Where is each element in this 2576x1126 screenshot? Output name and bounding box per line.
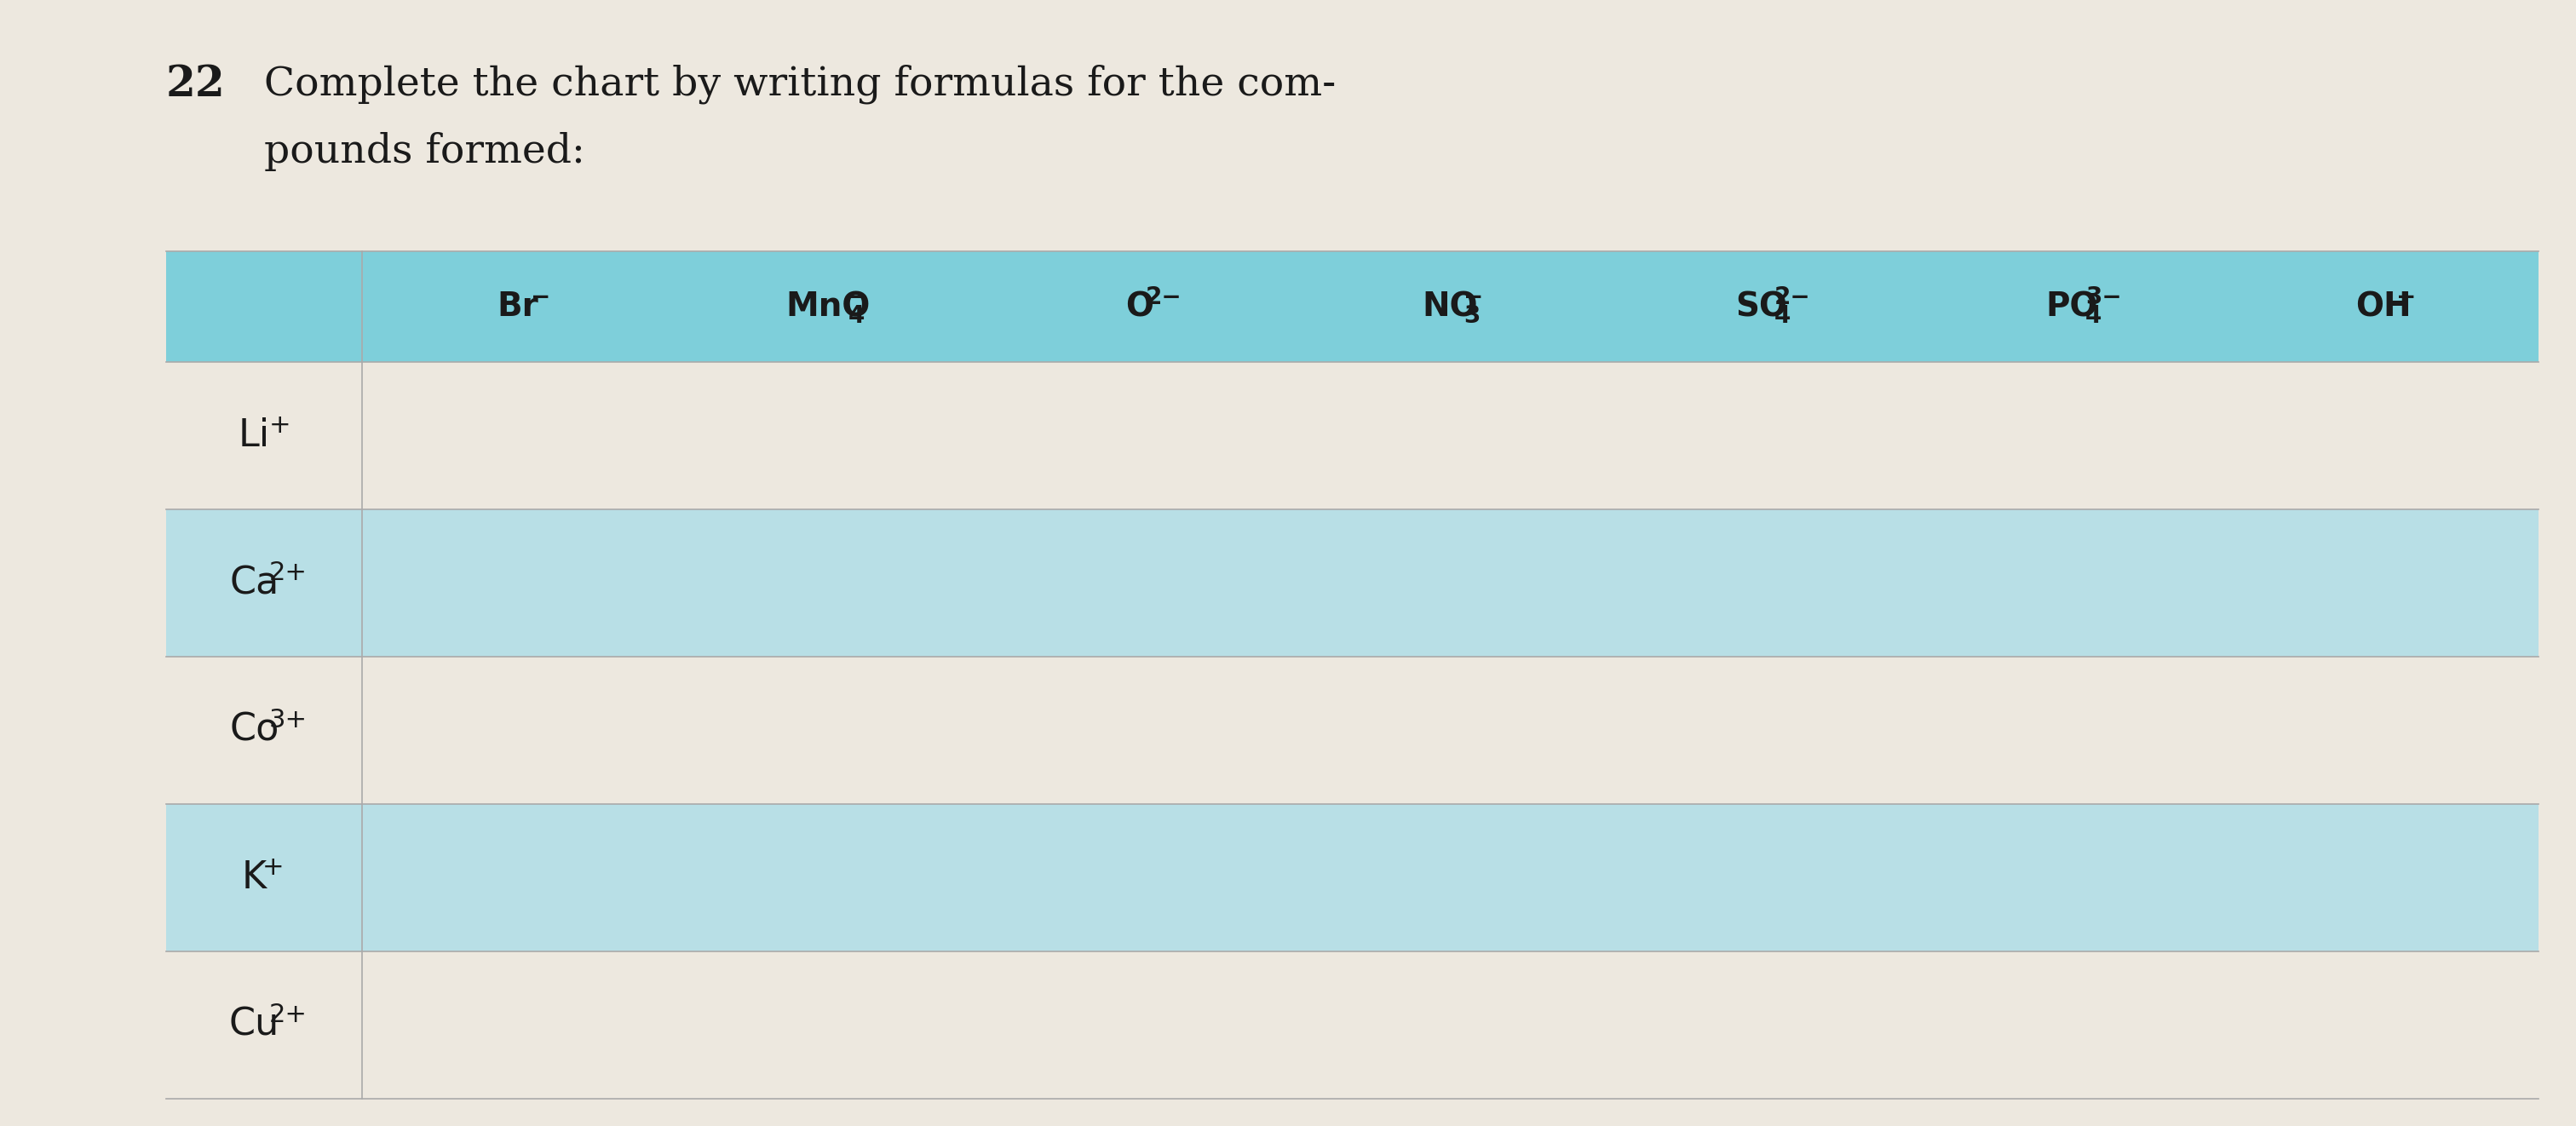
Text: Complete the chart by writing formulas for the com-: Complete the chart by writing formulas f… <box>265 64 1337 104</box>
Text: +: + <box>270 413 291 438</box>
Text: NO: NO <box>1422 291 1479 323</box>
Text: +: + <box>263 855 283 879</box>
Text: Li: Li <box>240 418 270 454</box>
Text: 3+: 3+ <box>270 708 307 732</box>
Text: 2−: 2− <box>1146 285 1182 310</box>
Text: 4: 4 <box>848 304 866 328</box>
Bar <box>165 951 2537 1099</box>
Text: PO: PO <box>2045 291 2099 323</box>
Text: 4: 4 <box>2084 304 2102 328</box>
Text: −: − <box>848 285 868 310</box>
Text: 2−: 2− <box>1775 285 1811 310</box>
Text: 3: 3 <box>1463 304 1479 328</box>
Text: OH: OH <box>2354 291 2411 323</box>
Text: 4: 4 <box>1775 304 1790 328</box>
Text: Ca: Ca <box>229 565 278 601</box>
Text: −: − <box>531 285 551 310</box>
Text: 3−: 3− <box>2084 285 2123 310</box>
Bar <box>165 251 2537 361</box>
Text: pounds formed:: pounds formed: <box>265 132 585 171</box>
Bar <box>165 509 2537 656</box>
Text: 2+: 2+ <box>270 1002 307 1027</box>
Text: −: − <box>1463 285 1484 310</box>
Text: SO: SO <box>1736 291 1788 323</box>
Text: K: K <box>242 859 268 896</box>
Text: Co: Co <box>229 712 278 749</box>
Text: Br: Br <box>497 291 538 323</box>
Text: O: O <box>1126 291 1154 323</box>
Text: 2+: 2+ <box>270 561 307 586</box>
Text: Cu: Cu <box>229 1007 281 1044</box>
Text: MnO: MnO <box>786 291 871 323</box>
Bar <box>165 804 2537 951</box>
Bar <box>165 656 2537 804</box>
Text: −: − <box>2396 285 2416 310</box>
Bar <box>165 361 2537 509</box>
Text: 22: 22 <box>165 64 227 106</box>
